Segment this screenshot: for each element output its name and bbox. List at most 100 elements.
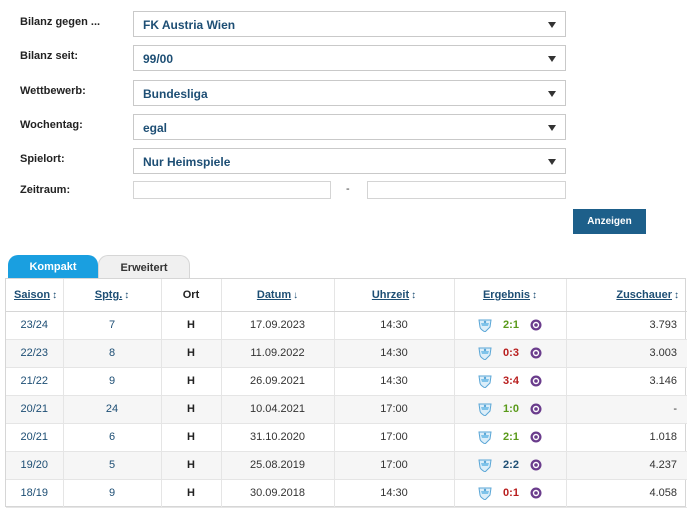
cell-ergebnis: 3:4 <box>454 367 567 396</box>
cell-uhrzeit: 17:00 <box>334 395 455 424</box>
filter-label-zeitraum: Zeitraum: <box>20 184 71 196</box>
table-body: 23/24 7 H 17.09.2023 14:30 2:1 3.793 22/23 8 H 11.… <box>6 311 687 508</box>
cell-saison[interactable]: 20/21 <box>6 395 64 424</box>
cell-sptg[interactable]: 9 <box>63 479 162 508</box>
cell-ort: H <box>161 339 222 368</box>
cell-zuschauer: 3.146 <box>566 367 687 396</box>
chevron-down-icon <box>548 91 556 97</box>
cell-saison[interactable]: 22/23 <box>6 339 64 368</box>
date-range-separator: - <box>346 183 350 195</box>
cell-saison[interactable]: 19/20 <box>6 451 64 480</box>
club-crest-icon <box>478 458 492 473</box>
column-header-sptg[interactable]: Sptg. ↕ <box>63 279 162 312</box>
chevron-down-icon <box>548 22 556 28</box>
cell-sptg[interactable]: 24 <box>63 395 162 424</box>
cell-zuschauer: 4.058 <box>566 479 687 508</box>
sort-down-icon: ↓ <box>293 289 299 301</box>
opponent-select[interactable]: FK Austria Wien <box>133 11 566 37</box>
column-header-ort: Ort <box>161 279 222 312</box>
cell-saison[interactable]: 23/24 <box>6 311 64 340</box>
match-result-link[interactable]: 3:4 <box>503 375 519 387</box>
since-season-select[interactable]: 99/00 <box>133 45 566 71</box>
sort-both-icon: ↕ <box>674 289 679 301</box>
cell-sptg[interactable]: 5 <box>63 451 162 480</box>
austria-wien-crest-icon <box>530 431 542 443</box>
cell-datum: 10.04.2021 <box>221 395 335 424</box>
match-result-link[interactable]: 2:2 <box>503 459 519 471</box>
filter-spielort: Spielort: Nur Heimspiele <box>0 148 688 174</box>
tab-erweitert[interactable]: Erweitert <box>98 255 190 279</box>
venue-select[interactable]: Nur Heimspiele <box>133 148 566 174</box>
table-row: 20/21 24 H 10.04.2021 17:00 1:0 - <box>6 395 687 424</box>
cell-datum: 30.09.2018 <box>221 479 335 508</box>
competition-select-value: Bundesliga <box>143 87 208 101</box>
column-header-zuschauer[interactable]: Zuschauer ↕ <box>566 279 687 312</box>
filter-wettbewerb: Wettbewerb: Bundesliga <box>0 80 688 106</box>
weekday-select[interactable]: egal <box>133 114 566 140</box>
table-header-row: Saison ↕ Sptg. ↕ Ort Datum ↓ Uhrzeit ↕ Ergeb… <box>6 279 687 312</box>
club-crest-icon <box>478 430 492 445</box>
match-result-link[interactable]: 1:0 <box>503 403 519 415</box>
sort-both-icon: ↕ <box>532 289 538 301</box>
cell-ort: H <box>161 311 222 340</box>
chevron-down-icon <box>548 159 556 165</box>
sort-both-icon: ↕ <box>124 289 130 301</box>
cell-zuschauer: 1.018 <box>566 423 687 452</box>
results-table-container: Saison ↕ Sptg. ↕ Ort Datum ↓ Uhrzeit ↕ Ergeb… <box>5 278 687 508</box>
table-row: 21/22 9 H 26.09.2021 14:30 3:4 3.146 <box>6 367 687 396</box>
cell-datum: 17.09.2023 <box>221 311 335 340</box>
cell-sptg[interactable]: 7 <box>63 311 162 340</box>
filter-label-wettbewerb: Wettbewerb: <box>20 85 86 97</box>
club-crest-icon <box>478 318 492 333</box>
opponent-select-value: FK Austria Wien <box>143 18 236 32</box>
filter-label-bilanz-seit: Bilanz seit: <box>20 50 79 62</box>
cell-ort: H <box>161 479 222 508</box>
filter-bilanz-seit: Bilanz seit: 99/00 <box>0 45 688 71</box>
match-result-link[interactable]: 0:1 <box>503 487 519 499</box>
date-from-input[interactable] <box>133 181 331 199</box>
filter-label-bilanz-gegen: Bilanz gegen ... <box>20 16 101 28</box>
cell-datum: 11.09.2022 <box>221 339 335 368</box>
results-table: Saison ↕ Sptg. ↕ Ort Datum ↓ Uhrzeit ↕ Ergeb… <box>6 279 687 508</box>
cell-sptg[interactable]: 9 <box>63 367 162 396</box>
column-header-uhrzeit[interactable]: Uhrzeit ↕ <box>334 279 455 312</box>
show-button[interactable]: Anzeigen <box>573 209 646 234</box>
cell-uhrzeit: 14:30 <box>334 367 455 396</box>
cell-zuschauer: 3.793 <box>566 311 687 340</box>
match-result-link[interactable]: 0:3 <box>503 347 519 359</box>
table-row: 20/21 6 H 31.10.2020 17:00 2:1 1.018 <box>6 423 687 452</box>
cell-sptg[interactable]: 6 <box>63 423 162 452</box>
cell-sptg[interactable]: 8 <box>63 339 162 368</box>
cell-saison[interactable]: 20/21 <box>6 423 64 452</box>
sort-both-icon: ↕ <box>411 289 417 301</box>
cell-zuschauer: 3.003 <box>566 339 687 368</box>
cell-datum: 25.08.2019 <box>221 451 335 480</box>
cell-saison[interactable]: 21/22 <box>6 367 64 396</box>
filter-bilanz-gegen: Bilanz gegen ... FK Austria Wien <box>0 11 688 37</box>
cell-ergebnis: 2:2 <box>454 451 567 480</box>
match-result-link[interactable]: 2:1 <box>503 431 519 443</box>
date-to-input[interactable] <box>367 181 566 199</box>
cell-ergebnis: 1:0 <box>454 395 567 424</box>
cell-uhrzeit: 14:30 <box>334 339 455 368</box>
column-header-ergebnis[interactable]: Ergebnis ↕ <box>454 279 567 312</box>
column-header-datum[interactable]: Datum ↓ <box>221 279 335 312</box>
cell-uhrzeit: 14:30 <box>334 311 455 340</box>
cell-saison[interactable]: 18/19 <box>6 479 64 508</box>
column-header-saison[interactable]: Saison ↕ <box>6 279 64 312</box>
cell-ort: H <box>161 395 222 424</box>
club-crest-icon <box>478 346 492 361</box>
austria-wien-crest-icon <box>530 375 542 387</box>
table-row: 19/20 5 H 25.08.2019 17:00 2:2 4.237 <box>6 451 687 480</box>
cell-datum: 31.10.2020 <box>221 423 335 452</box>
cell-uhrzeit: 14:30 <box>334 479 455 508</box>
competition-select[interactable]: Bundesliga <box>133 80 566 106</box>
tab-kompakt[interactable]: Kompakt <box>8 255 98 279</box>
chevron-down-icon <box>548 56 556 62</box>
cell-ort: H <box>161 423 222 452</box>
cell-zuschauer: - <box>566 395 687 424</box>
club-crest-icon <box>478 486 492 501</box>
austria-wien-crest-icon <box>530 347 542 359</box>
cell-ergebnis: 2:1 <box>454 311 567 340</box>
match-result-link[interactable]: 2:1 <box>503 319 519 331</box>
